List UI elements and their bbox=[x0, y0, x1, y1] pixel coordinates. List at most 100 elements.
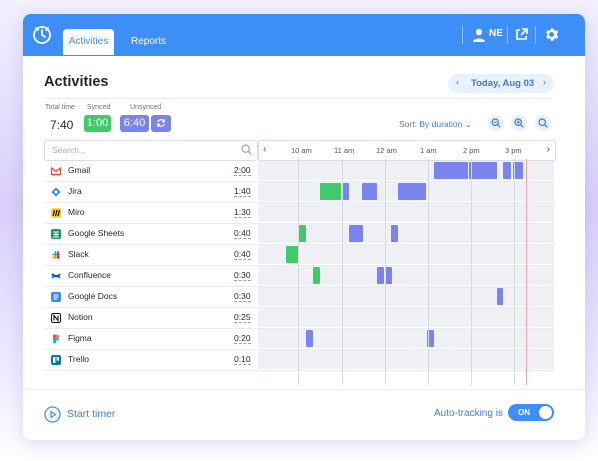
clock-logo-icon bbox=[33, 26, 51, 44]
activity-duration[interactable]: 1:30 bbox=[234, 207, 251, 218]
time-block[interactable] bbox=[398, 183, 426, 200]
google-sheets-icon bbox=[51, 229, 61, 239]
total-time-label: Total time bbox=[45, 104, 75, 111]
time-block[interactable] bbox=[313, 267, 320, 284]
time-block[interactable] bbox=[513, 162, 523, 179]
zoom-out-icon bbox=[491, 118, 501, 128]
list-item[interactable]: Confluence 0:30 bbox=[44, 266, 554, 287]
activity-name: Slack bbox=[68, 249, 89, 259]
list-item[interactable]: Slack 0:40 bbox=[44, 245, 554, 266]
time-block[interactable] bbox=[362, 183, 377, 200]
activity-duration[interactable]: 0:25 bbox=[234, 312, 251, 323]
timeline-track bbox=[258, 287, 554, 306]
chevron-left-icon[interactable]: ‹ bbox=[456, 77, 460, 88]
time-block[interactable] bbox=[497, 288, 503, 305]
activity-name: Confluence bbox=[68, 270, 112, 280]
top-bar: Activities Reports NE bbox=[23, 14, 585, 56]
time-block[interactable] bbox=[469, 162, 497, 179]
activity-name: Jira bbox=[68, 186, 82, 196]
sort-control[interactable]: Sort: By duration ⌄ bbox=[399, 119, 472, 130]
tab-reports[interactable]: Reports bbox=[131, 36, 167, 47]
divider bbox=[44, 202, 554, 203]
external-link-icon[interactable] bbox=[514, 27, 529, 42]
google-docs-icon bbox=[51, 292, 61, 302]
date-label[interactable]: Today, Aug 03 bbox=[471, 78, 535, 89]
synced-label: Synced bbox=[87, 104, 111, 111]
time-block[interactable] bbox=[385, 267, 392, 284]
list-item[interactable]: Trello 0:10 bbox=[44, 350, 554, 371]
activity-duration[interactable]: 0:10 bbox=[234, 354, 251, 365]
time-block[interactable] bbox=[299, 225, 306, 242]
timeline-track bbox=[258, 245, 554, 264]
list-item[interactable]: Jira 1:40 bbox=[44, 182, 554, 203]
chevron-right-icon[interactable]: › bbox=[546, 144, 550, 155]
current-time-line bbox=[526, 159, 527, 385]
list-item[interactable]: Notion 0:25 bbox=[44, 308, 554, 329]
auto-tracking-toggle[interactable]: ON bbox=[508, 404, 554, 421]
toggle-label: ON bbox=[518, 408, 530, 417]
user-icon[interactable] bbox=[471, 27, 487, 43]
chevron-left-icon[interactable]: ‹ bbox=[263, 144, 267, 155]
activity-duration[interactable]: 0:40 bbox=[234, 249, 251, 260]
search-placeholder: Search... bbox=[52, 145, 87, 155]
timeline-track bbox=[258, 182, 554, 201]
confluence-icon bbox=[51, 273, 61, 279]
activity-name: Gmail bbox=[68, 165, 91, 175]
list-item[interactable]: Figma 0:20 bbox=[44, 329, 554, 350]
activity-name: Google Sheets bbox=[68, 228, 125, 238]
activity-duration[interactable]: 0:30 bbox=[234, 270, 251, 281]
tick-label: 3 pm bbox=[505, 146, 522, 155]
auto-tracking-label: Auto-tracking is bbox=[434, 408, 503, 419]
time-block[interactable] bbox=[377, 267, 384, 284]
notion-icon bbox=[51, 313, 61, 323]
divider bbox=[44, 307, 554, 308]
time-block[interactable] bbox=[349, 225, 363, 242]
divider bbox=[23, 389, 585, 390]
list-item[interactable]: Gmail 2:00 bbox=[44, 161, 554, 182]
time-block[interactable] bbox=[320, 183, 341, 200]
activity-name: Trello bbox=[68, 354, 89, 364]
time-block[interactable] bbox=[342, 183, 349, 200]
activity-name: Figma bbox=[68, 333, 92, 343]
timeline-track bbox=[258, 266, 554, 285]
list-item[interactable]: Google Docs 0:30 bbox=[44, 287, 554, 308]
activity-duration[interactable]: 0:20 bbox=[234, 333, 251, 344]
activity-duration[interactable]: 0:30 bbox=[234, 291, 251, 302]
list-item[interactable]: Miro 1:30 bbox=[44, 203, 554, 224]
time-block[interactable] bbox=[286, 246, 299, 263]
zoom-out-button[interactable] bbox=[488, 115, 504, 131]
sort-prefix: Sort: bbox=[399, 119, 417, 129]
time-block[interactable] bbox=[434, 162, 468, 179]
time-block[interactable] bbox=[306, 330, 313, 347]
tab-activities[interactable]: Activities bbox=[63, 29, 114, 55]
miro-icon bbox=[51, 208, 61, 218]
play-icon[interactable] bbox=[44, 406, 61, 423]
zoom-fit-button[interactable] bbox=[535, 115, 551, 131]
user-initials[interactable]: NE bbox=[489, 28, 503, 39]
start-timer-button[interactable]: Start timer bbox=[67, 408, 116, 420]
list-item[interactable]: Google Sheets 0:40 bbox=[44, 224, 554, 245]
sort-value[interactable]: By duration bbox=[419, 119, 463, 129]
gmail-icon bbox=[51, 166, 61, 176]
activity-duration[interactable]: 0:40 bbox=[234, 228, 251, 239]
time-block[interactable] bbox=[427, 330, 434, 347]
activity-name: Google Docs bbox=[68, 291, 118, 301]
divider bbox=[44, 370, 554, 371]
chevron-right-icon[interactable]: › bbox=[542, 77, 546, 88]
search-input[interactable]: Search... bbox=[44, 140, 258, 161]
activity-duration[interactable]: 1:40 bbox=[234, 186, 251, 197]
timeline-track bbox=[258, 308, 554, 327]
divider bbox=[507, 26, 508, 44]
gear-icon[interactable] bbox=[543, 26, 560, 43]
jira-icon bbox=[51, 187, 61, 197]
tick-label: 12 am bbox=[376, 146, 397, 155]
zoom-in-button[interactable] bbox=[511, 115, 527, 131]
search-icon bbox=[538, 118, 548, 128]
time-block[interactable] bbox=[391, 225, 398, 242]
timeline-track bbox=[258, 350, 554, 369]
activity-duration[interactable]: 2:00 bbox=[234, 165, 251, 176]
grid-line bbox=[385, 159, 386, 385]
activity-name: Miro bbox=[68, 207, 85, 217]
time-block[interactable] bbox=[503, 162, 511, 179]
sync-button[interactable] bbox=[151, 115, 171, 132]
